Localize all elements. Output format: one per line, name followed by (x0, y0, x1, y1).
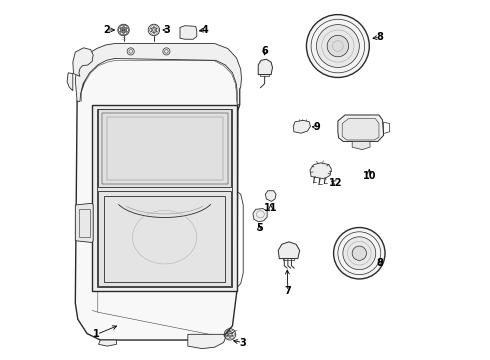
Text: 1: 1 (94, 329, 100, 339)
Polygon shape (98, 109, 231, 187)
Polygon shape (98, 340, 117, 346)
Text: 8: 8 (377, 32, 384, 42)
Polygon shape (73, 48, 93, 76)
Polygon shape (352, 141, 370, 150)
Text: 3: 3 (239, 338, 246, 347)
Circle shape (343, 237, 376, 270)
Polygon shape (98, 192, 231, 286)
Circle shape (306, 15, 369, 77)
Text: 5: 5 (256, 223, 263, 233)
Polygon shape (188, 334, 225, 348)
Text: 8: 8 (377, 258, 384, 268)
Circle shape (317, 24, 359, 67)
Polygon shape (67, 73, 73, 91)
Text: 6: 6 (261, 46, 268, 56)
Polygon shape (342, 118, 379, 140)
Text: 12: 12 (329, 178, 343, 188)
Polygon shape (293, 120, 310, 133)
Polygon shape (266, 191, 276, 202)
Polygon shape (338, 115, 384, 141)
Polygon shape (278, 242, 300, 258)
Polygon shape (75, 203, 93, 243)
Polygon shape (75, 52, 240, 340)
Circle shape (352, 246, 367, 260)
Polygon shape (258, 59, 272, 75)
Polygon shape (180, 26, 197, 39)
Polygon shape (97, 109, 232, 287)
Polygon shape (75, 44, 242, 105)
Text: 4: 4 (201, 25, 208, 35)
Text: 11: 11 (264, 203, 277, 213)
Polygon shape (92, 105, 237, 292)
Text: 10: 10 (363, 171, 376, 181)
Text: 2: 2 (103, 25, 110, 35)
Polygon shape (310, 163, 331, 179)
Text: 7: 7 (285, 287, 291, 296)
Circle shape (334, 228, 385, 279)
Polygon shape (253, 208, 267, 222)
Circle shape (327, 35, 348, 57)
Text: 3: 3 (164, 25, 171, 35)
Text: 9: 9 (313, 122, 320, 132)
